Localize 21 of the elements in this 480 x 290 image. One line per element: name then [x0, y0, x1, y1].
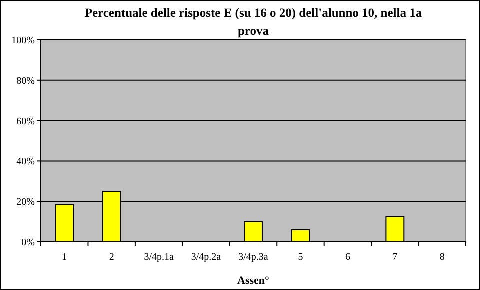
y-tick-label: 80%	[16, 76, 35, 87]
y-tick-label: 40%	[16, 156, 35, 168]
x-tick-label: 8	[440, 252, 445, 263]
bar	[386, 216, 405, 242]
y-tick-label: 20%	[16, 197, 35, 208]
chart-title: Percentuale delle risposte E (su 16 o 20) dell'alunno 10, nella 1a prova	[84, 6, 423, 38]
y-tick-label: 0%	[22, 238, 35, 248]
x-tick-label: 7	[392, 252, 398, 263]
x-tick-label: 3/4p.3a	[238, 252, 269, 263]
x-tick-label: 5	[298, 252, 304, 263]
bar	[244, 221, 263, 242]
x-tick-label: 6	[345, 252, 350, 263]
x-tick-label: 3/4p.1a	[144, 252, 174, 263]
x-tick-label: 1	[62, 252, 68, 263]
y-tick-label: 100%	[12, 36, 35, 46]
x-tick-label: 2	[109, 252, 114, 263]
x-tick-label: 3/4p.2a	[191, 252, 222, 263]
bar	[291, 229, 310, 242]
bar	[55, 204, 74, 242]
x-axis-title: Assen°	[238, 275, 270, 287]
y-tick-label: 60%	[16, 116, 35, 128]
